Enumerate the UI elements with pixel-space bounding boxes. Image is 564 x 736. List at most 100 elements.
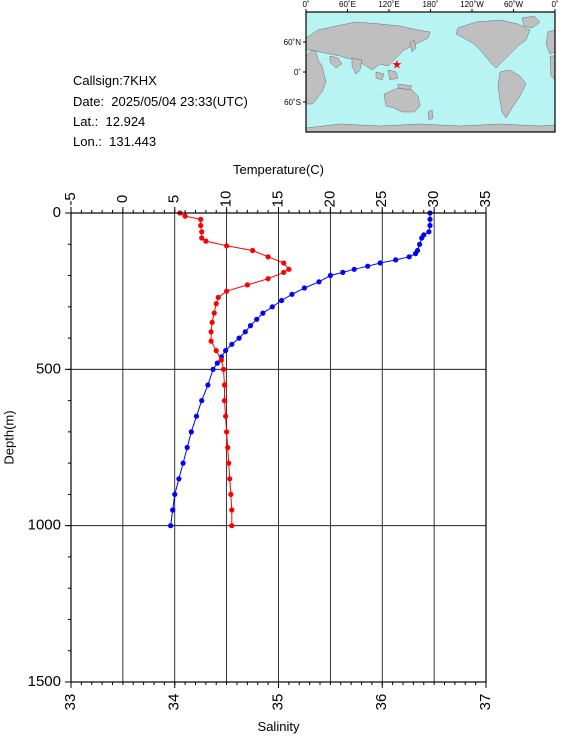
map-lon-label: 180˚ (422, 0, 438, 9)
salinity-point (208, 329, 214, 335)
salinity-point (224, 243, 230, 249)
salinity-point (211, 310, 217, 316)
temperature-tick-label: 10 (218, 191, 235, 208)
temperature-point (254, 316, 260, 322)
salinity-point (198, 222, 204, 229)
temperature-point (365, 263, 371, 269)
depth-tick-label: 0 (53, 204, 61, 221)
temperature-tick-label: 25 (373, 191, 390, 208)
temperature-point (205, 382, 211, 388)
lon-text: Lon.: 131.443 (73, 134, 157, 149)
temperature-tick-label: -5 (62, 192, 79, 205)
salinity-point (199, 235, 205, 241)
salinity-point (209, 319, 215, 325)
temperature-point (193, 413, 200, 419)
map-land (305, 15, 556, 133)
salinity-point (182, 213, 188, 219)
temperature-point (170, 507, 176, 513)
temperature-point (188, 429, 194, 435)
salinity-point (221, 382, 228, 388)
map-lon-label: 60˚W (504, 0, 524, 9)
map-lat-label: 60˚S (284, 98, 301, 107)
temperature-point (210, 366, 216, 372)
date-text: Date: 2025/05/04 23:33(UTC) (73, 94, 248, 109)
temperature-point (393, 257, 399, 263)
series-lines (168, 210, 433, 529)
salinity-point (229, 523, 235, 529)
temperature-point (419, 235, 425, 241)
temperature-point (289, 291, 295, 297)
depth-tick-label: 1500 (28, 673, 61, 690)
salinity-point (281, 260, 287, 266)
temperature-point (260, 310, 266, 316)
salinity-point (226, 460, 232, 466)
salinity-point (213, 301, 219, 307)
temperature-tick-label: 0 (114, 195, 131, 203)
salinity-point (220, 366, 227, 372)
temperature-tick-label: 30 (425, 191, 442, 208)
salinity-point (223, 413, 229, 419)
callsign-text: Callsign:7KHX (73, 73, 157, 88)
salinity-point (203, 238, 209, 244)
depth-axis-label: Depth(m) (1, 410, 16, 464)
temperature-point (247, 323, 254, 329)
salinity-point (218, 357, 224, 363)
map-lon-label: 0˚ (302, 0, 309, 9)
salinity-point (229, 507, 235, 513)
temperature-point (168, 523, 174, 529)
temperature-point (427, 216, 433, 222)
salinity-point (286, 266, 292, 272)
temperature-point (229, 341, 235, 347)
salinity-point (224, 288, 230, 294)
temperature-point (269, 304, 275, 310)
salinity-point (281, 269, 287, 275)
temperature-point (223, 348, 229, 354)
salinity-point (225, 444, 231, 451)
temperature-point (172, 491, 178, 497)
salinity-tick-label: 37 (477, 694, 494, 711)
salinity-point (244, 282, 250, 288)
temperature-tick-label: 15 (269, 191, 286, 208)
salinity-point (250, 247, 256, 254)
temperature-point (236, 335, 242, 341)
temperature-point (351, 266, 357, 272)
temperature-point (316, 279, 322, 285)
salinity-tick-label: 34 (166, 694, 183, 711)
salinity-point (227, 476, 233, 482)
depth-tick-label: 500 (36, 360, 61, 377)
temperature-point (427, 222, 433, 229)
temperature-axis-label: Temperature(C) (233, 162, 324, 177)
salinity-point (208, 338, 214, 344)
salinity-point (221, 398, 228, 404)
temperature-point (242, 329, 248, 335)
station-star-icon: ★ (392, 58, 403, 72)
lat-text: Lat.: 12.924 (73, 114, 146, 129)
salinity-point (265, 254, 271, 260)
salinity-point (213, 348, 219, 354)
salinity-point (199, 229, 205, 235)
salinity-tick-label: 36 (373, 694, 390, 711)
salinity-point (228, 491, 234, 497)
temperature-point (180, 460, 186, 466)
map-lat-label: 0˚ (294, 68, 301, 77)
salinity-tick-label: 35 (269, 694, 286, 711)
salinity-point (224, 429, 230, 435)
salinity-tick-label: 33 (62, 694, 79, 711)
map-lon-label: 120˚W (460, 0, 484, 9)
temperature-tick-label: 35 (477, 191, 494, 208)
map-lon-label: 120˚E (378, 0, 399, 9)
salinity-point (215, 294, 221, 300)
salinity-point (265, 276, 271, 282)
temperature-point (426, 229, 432, 235)
temperature-tick-label: 5 (166, 195, 183, 203)
temperature-point (184, 444, 190, 451)
temperature-point (279, 297, 285, 304)
temperature-point (406, 254, 412, 260)
depth-tick-label: 1000 (28, 517, 61, 534)
map-lon-label: 0˚ (551, 0, 558, 9)
temperature-point (412, 251, 419, 257)
temperature-point (327, 272, 333, 279)
temperature-point (417, 241, 423, 247)
temperature-point (176, 476, 182, 482)
